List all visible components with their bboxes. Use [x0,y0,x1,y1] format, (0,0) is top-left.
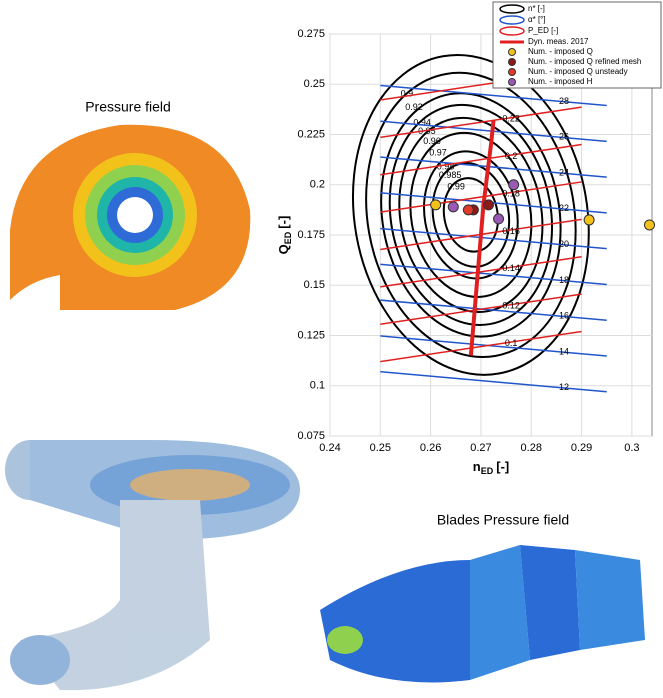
x-label-part: n [473,459,481,474]
x-tick-label: 0.26 [420,442,441,454]
power-label: 0.12 [502,301,520,311]
legend-label: n* [-] [528,4,545,13]
x-tick-label: 0.27 [470,442,491,454]
opening-label: 24 [559,167,569,177]
legend-label: Num. - imposed H [528,77,593,86]
y-tick-label: 0.175 [297,229,325,241]
legend-swatch [509,59,516,66]
legend: n* [-]α* [°]P_ED [-]Dyn. meas. 2017Num. … [493,2,661,88]
y-tick-label: 0.25 [304,78,325,90]
y-label: QED [-] [276,216,293,255]
figure: Pressure field Blades Pressure field 0.2… [0,0,663,693]
opening-label: 26 [559,132,569,142]
legend-label: Dyn. meas. 2017 [528,37,589,46]
power-label: 0.2 [505,151,518,161]
legend-swatch [509,79,516,86]
point [483,200,493,210]
legend-label: P_ED [-] [528,26,558,35]
opening-label: 14 [559,346,569,356]
opening-label: 22 [559,203,569,213]
turbine-image [5,440,300,690]
legend-label: Num. - imposed Q [528,47,593,56]
point [584,215,594,225]
y-tick-label: 0.2 [310,179,325,191]
y-label-part: Q [276,244,291,254]
blades-image [320,545,645,683]
opening-label: 18 [559,275,569,285]
x-tick-label: 0.25 [370,442,391,454]
y-tick-label: 0.125 [297,329,325,341]
point [463,205,473,215]
opening-label: 20 [559,239,569,249]
caption: Pressure field [85,99,171,115]
point [509,180,519,190]
x-tick-label: 0.3 [624,442,639,454]
y-tick-label: 0.1 [310,380,325,392]
contour-label: 0.99 [447,182,465,192]
y-label-part: ED [283,231,293,244]
y-tick-label: 0.15 [304,279,325,291]
point [494,214,504,224]
legend-label: Num. - imposed Q unsteady [528,67,628,76]
opening-label: 16 [559,311,569,321]
contour-label: 0.985 [439,170,462,180]
power-label: 0.22 [502,114,520,124]
caption: Blades Pressure field [437,512,569,528]
opening-label: 12 [559,382,569,392]
x-tick-label: 0.28 [521,442,542,454]
power-label: 0.1 [505,338,518,348]
pressure-field-image [10,125,250,310]
legend-label: α* [°] [528,15,546,24]
x-label-part: ED [481,466,494,476]
legend-swatch [509,69,516,76]
point [431,200,441,210]
y-label-part: [-] [276,216,291,229]
opening-label: 28 [559,96,569,106]
x-tick-label: 0.24 [319,442,340,454]
page: {"chart_data": {"type": "scatter", "x_la… [0,0,663,693]
x-label: nED[-] [473,459,509,476]
point [448,202,458,212]
legend-label: Num. - imposed Q refined mesh [528,57,641,66]
y-tick-label: 0.075 [297,430,325,442]
y-tick-label: 0.275 [297,28,325,40]
power-label: 0.14 [502,263,520,273]
x-label-part: [-] [496,459,509,474]
legend-swatch [509,49,516,56]
contour-label: 0.97 [429,147,447,157]
y-tick-label: 0.225 [297,128,325,140]
power-label: 0.16 [502,226,520,236]
power-label: 0.18 [502,188,520,198]
x-tick-label: 0.29 [571,442,592,454]
point [644,220,654,230]
